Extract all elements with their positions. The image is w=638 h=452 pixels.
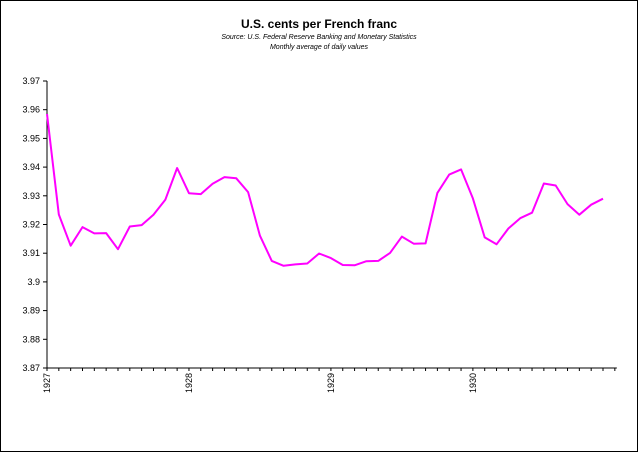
x-tick-label: 1928 <box>184 373 194 393</box>
y-tick-label: 3.92 <box>22 220 40 230</box>
y-tick-label: 3.94 <box>22 162 40 172</box>
y-tick-label: 3.91 <box>22 248 40 258</box>
y-tick-label: 3.96 <box>22 105 40 115</box>
x-tick-label: 1930 <box>468 373 478 393</box>
y-tick-label: 3.9 <box>27 277 40 287</box>
chart-title: U.S. cents per French franc <box>240 17 398 31</box>
y-tick-label: 3.88 <box>22 334 40 344</box>
x-tick-label: 1927 <box>42 373 52 393</box>
y-tick-label: 3.87 <box>22 363 40 373</box>
series-line <box>46 113 604 267</box>
y-tick-label: 3.89 <box>22 306 40 316</box>
chart-method-note: Monthly average of daily values <box>269 44 369 51</box>
y-tick-label: 3.97 <box>22 76 40 86</box>
y-tick-label: 3.95 <box>22 133 40 143</box>
y-tick-label: 3.93 <box>22 191 40 201</box>
x-tick-label: 1929 <box>326 373 336 393</box>
chart-source-note: Source: U.S. Federal Reserve Banking and… <box>221 34 417 41</box>
